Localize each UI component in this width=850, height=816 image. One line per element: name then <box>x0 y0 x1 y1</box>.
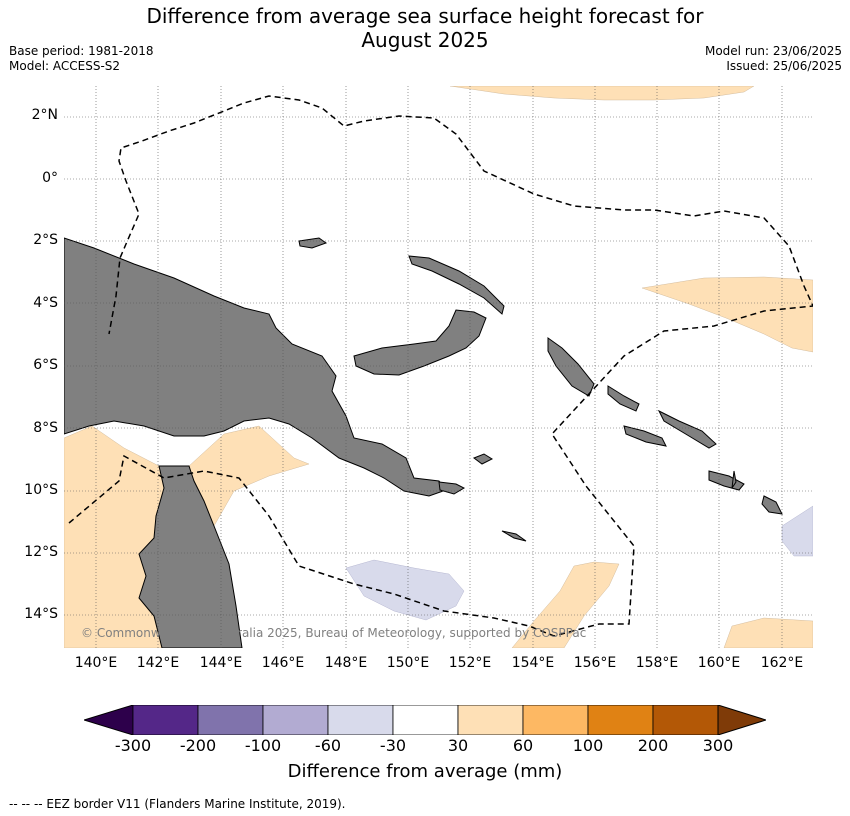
colorbar-segment-7 <box>522 705 589 735</box>
solomon-makira <box>708 470 745 491</box>
lon-label-158e: 158°E <box>635 655 679 671</box>
solomon-malaita <box>657 409 717 449</box>
lon-label-150e: 150°E <box>386 655 430 671</box>
colorbar-segment-5 <box>392 705 459 735</box>
colorbar-arrow-low <box>84 705 134 735</box>
colorbar-segment-2 <box>197 705 264 735</box>
colorbar-segment-3 <box>262 705 329 735</box>
lon-label-148e: 148°E <box>324 655 368 671</box>
new-ireland <box>408 255 505 315</box>
anomaly-southeast <box>723 617 813 648</box>
lat-label-2n: 2°N <box>31 107 58 123</box>
lat-label-12s: 12°S <box>24 544 58 560</box>
new-britain <box>353 309 487 376</box>
lon-label-144e: 144°E <box>199 655 243 671</box>
colorbar <box>84 705 766 735</box>
lon-label-140e: 140°E <box>74 655 118 671</box>
negative-anomaly-areas <box>345 505 813 621</box>
meta-right: Model run: 23/06/2025 Issued: 25/06/2025 <box>705 44 842 74</box>
colorbar-segment-4 <box>327 705 394 735</box>
louisiade-islands <box>501 530 527 542</box>
colorbar-tick-m60: -60 <box>314 736 342 755</box>
colorbar-segment-8 <box>587 705 654 735</box>
manus-island <box>298 237 328 249</box>
colorbar-tick-200: 200 <box>637 736 669 755</box>
trobriand-islands <box>472 453 494 465</box>
anomaly-south <box>511 561 620 648</box>
colorbar-tick-m100: -100 <box>244 736 282 755</box>
colorbar-tick-m300: -300 <box>114 736 152 755</box>
map-svg <box>64 86 813 648</box>
colorbar-tick-300: 300 <box>702 736 734 755</box>
base-period: Base period: 1981-2018 <box>9 44 154 58</box>
map-panel <box>64 86 813 648</box>
anomaly-coral-sea <box>345 559 465 621</box>
lon-label-160e: 160°E <box>697 655 741 671</box>
eez-footnote: -- -- -- EEZ border V11 (Flanders Marine… <box>9 797 346 811</box>
lat-label-10s: 10°S <box>24 482 58 498</box>
lat-label-2s: 2°S <box>33 232 58 248</box>
colorbar-tick-60: 60 <box>512 736 534 755</box>
solomon-west <box>607 385 640 412</box>
colorbar-segment-9 <box>652 705 719 735</box>
lon-label-156e: 156°E <box>573 655 617 671</box>
map-title: Difference from average sea surface heig… <box>0 4 850 52</box>
anomaly-east-edge <box>781 505 813 557</box>
solomon-guadalcanal <box>623 425 667 447</box>
lon-label-142e: 142°E <box>136 655 180 671</box>
title-line-1: Difference from average sea surface heig… <box>146 4 704 28</box>
lon-label-162e: 162°E <box>760 655 804 671</box>
anomaly-north <box>449 86 755 101</box>
vanuatu-espiritu <box>761 495 783 515</box>
graticule <box>64 86 813 648</box>
lat-label-8s: 8°S <box>33 420 58 436</box>
lon-label-154e: 154°E <box>511 655 555 671</box>
colorbar-tick-m200: -200 <box>179 736 217 755</box>
lat-label-6s: 6°S <box>33 357 58 373</box>
title-line-2: August 2025 <box>361 28 489 52</box>
anomaly-east <box>641 276 813 353</box>
model-run: Model run: 23/06/2025 <box>704 44 842 58</box>
colorbar-segment-6 <box>457 705 524 735</box>
fergusson-islands <box>438 481 466 495</box>
lat-label-0: 0° <box>42 170 58 186</box>
colorbar-tick-30: 30 <box>447 736 469 755</box>
issued-date: Issued: 25/06/2025 <box>726 59 842 73</box>
bougainville <box>547 337 595 397</box>
copyright-note: © Commonwealth of Australia 2025, Bureau… <box>81 626 587 640</box>
model-name: Model: ACCESS-S2 <box>9 59 121 73</box>
lon-label-146e: 146°E <box>261 655 305 671</box>
meta-left: Base period: 1981-2018 Model: ACCESS-S2 <box>9 44 154 74</box>
colorbar-tick-100: 100 <box>572 736 604 755</box>
colorbar-tick-m30: -30 <box>379 736 407 755</box>
lon-label-152e: 152°E <box>448 655 492 671</box>
colorbar-label: Difference from average (mm) <box>287 761 563 782</box>
colorbar-arrow-high <box>717 705 766 735</box>
lat-label-14s: 14°S <box>24 606 58 622</box>
lat-label-4s: 4°S <box>33 295 58 311</box>
cape-york <box>138 465 243 648</box>
vanuatu-north <box>731 470 737 489</box>
colorbar-segment-1 <box>132 705 199 735</box>
land-masses <box>64 237 783 648</box>
